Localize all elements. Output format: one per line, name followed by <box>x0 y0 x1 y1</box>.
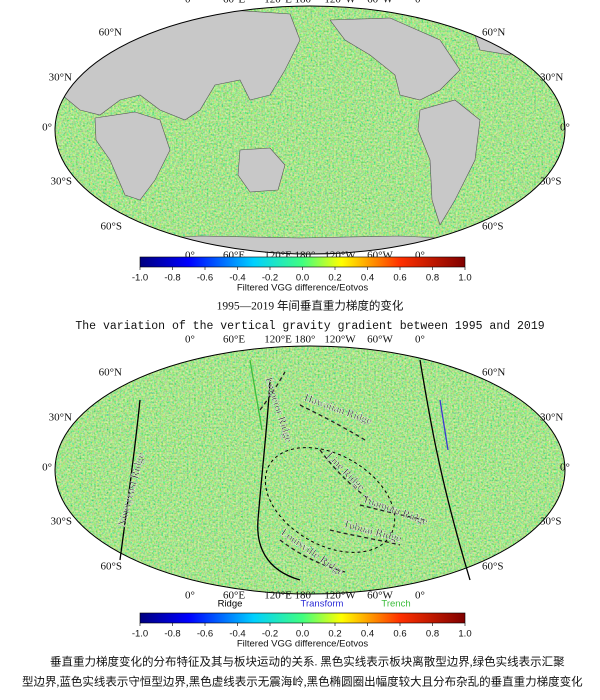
boundary-line <box>257 379 301 581</box>
lat-label-right: 0° <box>560 462 570 474</box>
caption-zh: 1995—2019 年间垂直重力梯度的变化 <box>217 299 404 313</box>
lon-label-top: 60°W <box>367 334 393 346</box>
boundary-line <box>119 399 141 561</box>
lat-label-right: 30°S <box>540 176 562 188</box>
boundary-line <box>249 359 263 431</box>
lon-label-top: 0° <box>415 334 425 346</box>
legend-item: Trench <box>381 599 410 610</box>
colorbar-label: Filtered VGG difference/Eotvos <box>237 639 369 650</box>
lat-label-right: 30°N <box>540 412 563 424</box>
colorbar-tick-label: 0.6 <box>393 273 406 284</box>
lon-label-bottom: 60°E <box>223 590 245 602</box>
colorbar-tick-label: 0.2 <box>328 629 341 640</box>
land <box>94 111 171 201</box>
colorbar-tick-label: 0.0 <box>296 629 309 640</box>
lat-label-left: 60°N <box>99 27 122 39</box>
boundary-line <box>259 371 286 411</box>
colorbar-tick-label: 1.0 <box>458 273 471 284</box>
lat-label-right: 60°N <box>482 27 505 39</box>
lat-label-right: 60°S <box>482 221 504 233</box>
lat-label-left: 30°N <box>49 412 72 424</box>
lat-label-right: 0° <box>560 122 570 134</box>
ocean-speckle <box>55 346 565 594</box>
colorbar-tick-label: -0.6 <box>197 629 213 640</box>
colorbar-tick-label: 0.2 <box>328 273 341 284</box>
boundary-line <box>419 359 471 581</box>
lon-label-top: 0° <box>415 0 425 6</box>
legend-item: Transform <box>301 599 344 610</box>
lon-label-top: 120°E <box>264 334 292 346</box>
colorbar-tick-label: -1.0 <box>132 273 148 284</box>
lat-label-left: 30°S <box>50 176 72 188</box>
colorbar-tick-label: -1.0 <box>132 629 148 640</box>
land <box>417 99 481 226</box>
colorbar-tick-label: -0.2 <box>262 629 278 640</box>
lat-label-right: 60°S <box>482 561 504 573</box>
colorbar-tick-label: 0.0 <box>296 273 309 284</box>
lon-label-top: 60°E <box>223 0 245 6</box>
lon-label-bottom: 60°W <box>367 590 393 602</box>
colorbar-tick-label: 0.8 <box>426 273 439 284</box>
colorbar-tick-label: 0.4 <box>361 273 374 284</box>
colorbar-tick-label: 0.8 <box>426 629 439 640</box>
lon-label-top: 0° <box>185 0 195 6</box>
colorbar-tick-label: -0.8 <box>164 273 180 284</box>
colorbar-tick-label: 1.0 <box>458 629 471 640</box>
caption-en: The variation of the vertical gravity gr… <box>75 320 544 333</box>
lat-label-left: 60°N <box>99 367 122 379</box>
map <box>54 345 566 595</box>
map-border <box>54 5 566 255</box>
lon-label-top: 0° <box>185 334 195 346</box>
lon-label-bottom: 0° <box>415 250 425 262</box>
map <box>54 5 566 255</box>
lon-label-top: 120°W <box>324 0 356 6</box>
land <box>329 17 461 101</box>
colorbar-tick-label: -0.4 <box>229 629 245 640</box>
colorbar-tick-label: -0.8 <box>164 629 180 640</box>
lon-label-bottom: 180° <box>295 590 316 602</box>
lat-label-right: 30°N <box>540 72 563 84</box>
boundary-line <box>279 539 346 573</box>
lat-label-left: 30°S <box>50 516 72 528</box>
lat-label-left: 60°S <box>100 221 122 233</box>
lon-label-top: 180° <box>295 334 316 346</box>
lon-label-bottom: 0° <box>185 250 195 262</box>
colorbar-tick-label: -0.4 <box>229 273 245 284</box>
colorbar <box>139 256 466 268</box>
land <box>237 147 286 193</box>
lat-label-left: 60°S <box>100 561 122 573</box>
colorbar-label: Filtered VGG difference/Eotvos <box>237 283 369 294</box>
highlight-ellipse <box>264 447 396 553</box>
lon-label-bottom: 120°W <box>324 590 356 602</box>
colorbar-tick-label: -0.2 <box>262 273 278 284</box>
colorbar-tick-label: -0.6 <box>197 273 213 284</box>
boundary-line <box>439 399 449 451</box>
colorbar-tick-label: 0.4 <box>361 629 374 640</box>
lat-label-left: 0° <box>42 122 52 134</box>
boundary-line <box>319 449 371 501</box>
lon-label-bottom: 0° <box>185 590 195 602</box>
lon-label-top: 180° <box>295 0 316 6</box>
lon-label-top: 60°W <box>367 0 393 6</box>
lat-label-left: 30°N <box>49 72 72 84</box>
lat-label-right: 30°S <box>540 516 562 528</box>
lon-label-bottom: 120°E <box>264 590 292 602</box>
lat-label-right: 60°N <box>482 367 505 379</box>
caption-line: 垂直重力梯度变化的分布特征及其与板块运动的关系. 黑色实线表示板块离散型边界,绿… <box>50 655 565 669</box>
map-border <box>54 345 566 595</box>
lat-label-left: 0° <box>42 462 52 474</box>
boundary-line <box>299 404 366 441</box>
boundary-line <box>359 504 426 521</box>
legend-item: Ridge <box>218 599 243 610</box>
colorbar <box>139 612 466 624</box>
lon-label-top: 120°E <box>264 0 292 6</box>
lon-label-bottom: 0° <box>415 590 425 602</box>
lon-label-top: 120°W <box>324 334 356 346</box>
colorbar-tick-label: 0.6 <box>393 629 406 640</box>
lon-label-top: 60°E <box>223 334 245 346</box>
caption-line: 型边界,蓝色实线表示守恒型边界,黑色虚线表示无震海岭,黑色椭圆圈出幅度较大且分布… <box>22 675 583 689</box>
boundary-line <box>329 529 401 546</box>
